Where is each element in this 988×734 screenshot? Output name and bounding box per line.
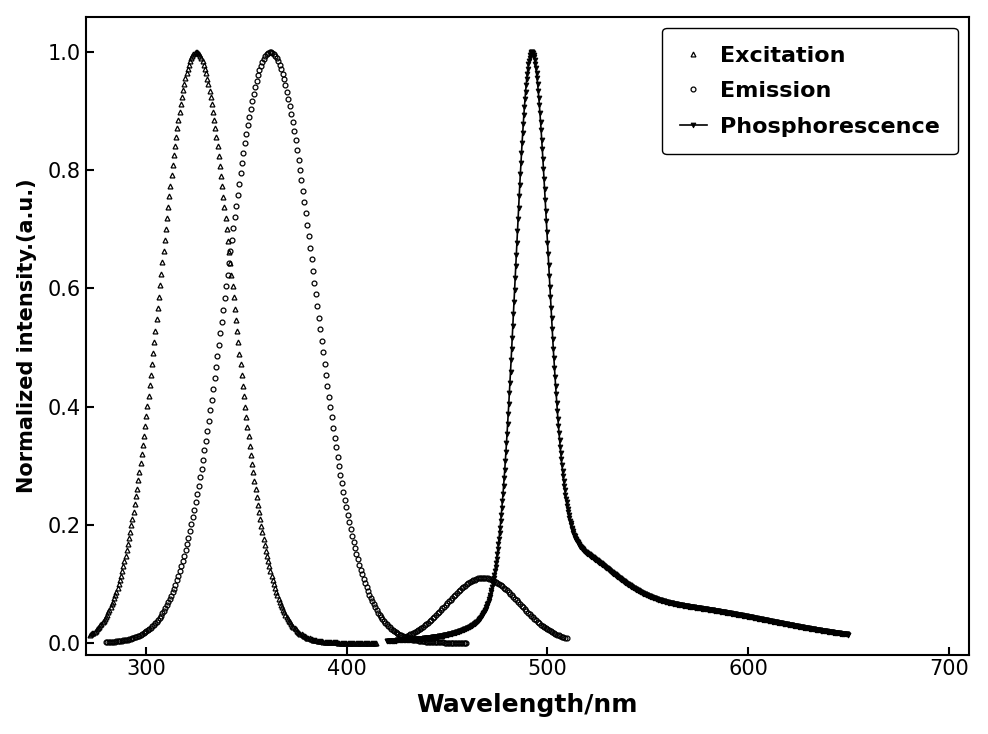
Emission: [249, 83, 261, 92]
Excitation: [201, 69, 212, 78]
Excitation: [204, 86, 215, 95]
Phosphorescence: [409, 635, 421, 644]
Excitation: [251, 493, 263, 501]
Emission: [351, 550, 363, 559]
Phosphorescence: [381, 636, 393, 645]
Excitation: [84, 631, 96, 639]
Phosphorescence: [676, 601, 688, 610]
Emission: [245, 104, 257, 113]
Legend: Excitation, Emission, Phosphorescence: Excitation, Emission, Phosphorescence: [662, 28, 957, 154]
Emission: [448, 639, 459, 647]
Phosphorescence: [662, 598, 674, 607]
Line: Excitation: Excitation: [88, 50, 378, 645]
Emission: [159, 604, 171, 613]
Phosphorescence: [649, 595, 661, 603]
Emission: [460, 639, 472, 647]
X-axis label: Wavelength/nm: Wavelength/nm: [417, 694, 638, 717]
Emission: [265, 48, 277, 57]
Y-axis label: Normalized intensity.(a.u.): Normalized intensity.(a.u.): [17, 178, 37, 493]
Emission: [100, 638, 112, 647]
Phosphorescence: [526, 48, 537, 57]
Excitation: [370, 639, 382, 647]
Line: Phosphorescence: Phosphorescence: [384, 50, 851, 644]
Excitation: [190, 48, 202, 57]
Excitation: [131, 484, 143, 493]
Phosphorescence: [732, 610, 744, 619]
Phosphorescence: [779, 619, 790, 628]
Excitation: [360, 639, 371, 647]
Line: Emission: Emission: [104, 50, 469, 645]
Emission: [310, 290, 322, 299]
Excitation: [283, 617, 294, 625]
Phosphorescence: [843, 631, 855, 639]
